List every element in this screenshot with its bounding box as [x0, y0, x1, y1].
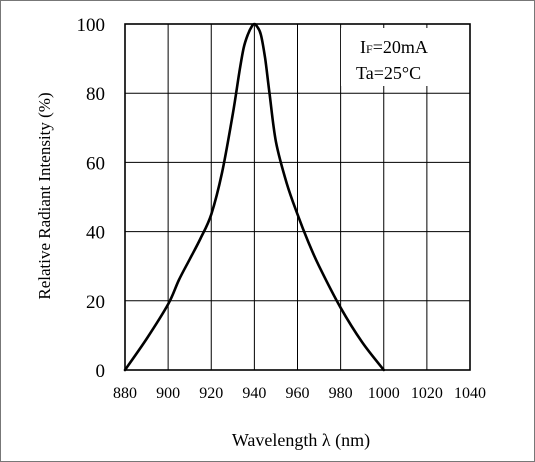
x-tick-label-1020: 1020: [411, 385, 443, 402]
x-tick-label-920: 920: [199, 385, 223, 402]
x-tick-label-940: 940: [242, 385, 266, 402]
y-tick-label-100: 100: [77, 15, 106, 36]
y-tick-label-20: 20: [86, 292, 105, 313]
x-tick-label-880: 880: [113, 385, 137, 402]
annotation-current: IF=20mA: [360, 37, 428, 57]
grid: [125, 24, 470, 370]
annotation-box: [341, 28, 461, 86]
y-tick-label-40: 40: [86, 223, 105, 244]
y-axis-label: Relative Radiant Intensity (%): [35, 92, 54, 299]
plot-frame: [124, 23, 471, 371]
x-tick-label-900: 900: [156, 385, 180, 402]
y-tick-label-0: 0: [96, 361, 106, 382]
x-tick-label-960: 960: [286, 385, 310, 402]
x-tick-labels: 880 900 920 940 960 980 1000 1020 1040: [113, 385, 486, 402]
x-tick-label-1040: 1040: [454, 385, 486, 402]
y-tick-label-80: 80: [86, 84, 105, 105]
x-tick-label-1000: 1000: [368, 385, 400, 402]
series-line: [123, 22, 386, 372]
x-tick-label-980: 980: [329, 385, 353, 402]
y-tick-labels: 0 20 40 60 80 100: [77, 15, 106, 382]
x-axis-label: Wavelength λ (nm): [232, 430, 370, 451]
annotation-temperature: Ta=25°C: [356, 63, 421, 83]
y-tick-label-60: 60: [86, 153, 105, 174]
